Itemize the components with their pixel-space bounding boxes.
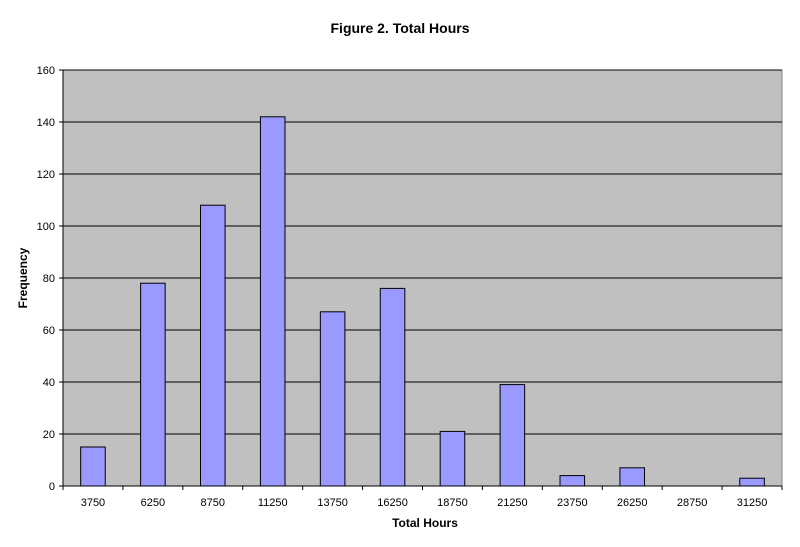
x-tick-labels: 3750 6250 8750 11250 13750 16250 18750 21250 237… xyxy=(81,497,768,509)
y-tick-label: 0 xyxy=(49,481,55,493)
x-tick-label: 11250 xyxy=(258,497,288,509)
x-tick-label: 21250 xyxy=(497,497,528,509)
bar xyxy=(259,116,286,487)
x-tick-label: 3750 xyxy=(81,497,105,509)
bar xyxy=(80,446,106,487)
y-tick-label: 160 xyxy=(37,65,55,77)
bar xyxy=(200,204,226,487)
x-tick-label: 26250 xyxy=(617,497,648,509)
x-tick-label: 16250 xyxy=(377,497,408,509)
bar xyxy=(319,311,346,487)
y-tick-label: 100 xyxy=(37,221,55,233)
x-tick-label: 23750 xyxy=(557,497,588,509)
bar xyxy=(379,287,406,487)
x-tick-label: 8750 xyxy=(201,497,225,509)
y-tick-label: 20 xyxy=(43,429,55,441)
gridlines xyxy=(63,69,782,435)
bar xyxy=(140,282,166,487)
bar xyxy=(559,475,586,487)
bar xyxy=(499,384,526,487)
y-tick-label: 60 xyxy=(43,325,55,337)
y-tick-label: 40 xyxy=(43,377,55,389)
x-tick-label: 18750 xyxy=(437,497,468,509)
bar xyxy=(739,477,765,487)
y-tick-label: 120 xyxy=(37,169,55,181)
y-tick-labels: 0 20 40 60 80 100 120 140 160 xyxy=(37,65,55,493)
chart-title: Figure 2. Total Hours xyxy=(331,20,470,36)
x-axis-title: Total Hours xyxy=(392,516,458,530)
y-tick-label: 80 xyxy=(43,273,55,285)
y-tick-label: 140 xyxy=(37,117,55,129)
bar xyxy=(619,467,645,487)
bars xyxy=(80,116,765,487)
bar xyxy=(439,430,466,487)
x-tick-label: 13750 xyxy=(317,497,348,509)
x-tick-label: 31250 xyxy=(737,497,768,509)
axes xyxy=(59,69,783,490)
x-tick-label: 6250 xyxy=(141,497,165,509)
x-tick-label: 28750 xyxy=(677,497,708,509)
y-axis-title: Frequency xyxy=(16,247,30,308)
